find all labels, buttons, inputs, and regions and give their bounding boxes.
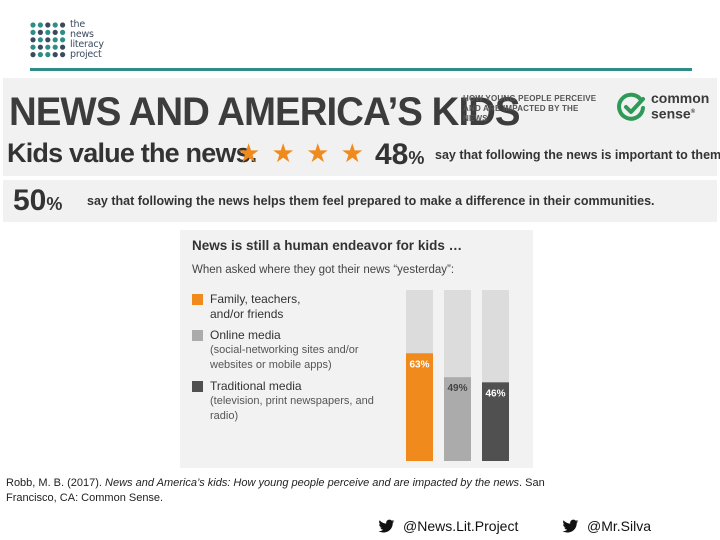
logo-dot [30,37,36,43]
logo-dot [30,44,36,50]
citation-text: . San Francisco, CA: Common Sense. [6,477,545,504]
stat-number: 50 [13,184,47,217]
banner-title: NEWS AND AMERICA’S KIDS [9,90,521,134]
legend-swatch [192,294,203,305]
logo-dot [45,52,51,58]
logo-dot [60,29,66,35]
logo-dot [37,37,43,43]
legend-label: Online media [210,328,281,342]
logo-dot [45,37,51,43]
registered-mark: ® [690,109,696,115]
logo-dot [52,22,58,28]
citation: Robb, M. B. (2017). News and America’s k… [6,476,566,506]
header-rule [30,68,692,71]
twitter-bird-icon [562,519,579,533]
handle-text: @News.Lit.Project [403,518,519,534]
logo-dot [37,52,43,58]
citation-title: News and America’s kids: How young peopl… [105,477,519,489]
bar-1 [444,377,471,461]
logo-dot [60,52,66,58]
bar-value-label: 63% [409,359,429,370]
footer: @News.Lit.Project @Mr.Silva [378,510,720,540]
legend-label: Traditional media [210,379,302,393]
bar-2 [482,382,509,461]
logo-dot [60,44,66,50]
common-sense-wordmark: common sense® [651,91,709,121]
bar-value-label: 46% [485,388,505,399]
legend-item-traditional: Traditional media (television, print new… [192,379,402,424]
logo-line: literacy [70,39,104,50]
logo-dot [30,22,36,28]
logo-dot [52,44,58,50]
logo-line: the [70,19,85,30]
kids-value-headline: Kids value the news. [7,138,257,168]
brand-line: sense [651,105,691,122]
twitter-handle-mrsilva[interactable]: @Mr.Silva [562,516,651,536]
twitter-handle-newslit[interactable]: @News.Lit.Project [378,516,518,536]
legend-description: (television, print newspapers, and radio… [210,395,374,422]
logo-dot [52,37,58,43]
stat-prepared-number: 50% [13,184,62,218]
logo-dot [37,44,43,50]
logo-dot [60,37,66,43]
brand-line: common [651,90,710,106]
legend-description: (social-networking sites and/or websites… [210,344,359,371]
chart-title: News is still a human endeavor for kids … [192,238,463,253]
legend-label: Family, teachers, and/or friends [210,292,301,321]
logo-dot [45,44,51,50]
stat-important-text: say that following the news is important… [435,148,720,162]
bar-chart: 63% 49% 46% [406,290,509,461]
chart-subtitle: When asked where they got their news “ye… [192,264,455,276]
news-source-chart: News is still a human endeavor for kids … [180,230,533,468]
stat-prepared-text: say that following the news helps them f… [87,194,655,208]
logo-dot [30,52,36,58]
logo-dot [45,22,51,28]
news-literacy-project-logo: the news literacy project [30,19,120,63]
stat-percent-sign: % [408,148,425,168]
stat-important-number: 48% [375,138,424,172]
logo-wordmark: the news literacy project [70,20,104,60]
logo-dot [45,29,51,35]
logo-line: news [70,29,94,40]
logo-dot [52,29,58,35]
stat-number: 48 [375,138,409,171]
legend-swatch [192,330,203,341]
stat-percent-sign: % [46,194,63,214]
banner-subtitle: HOW YOUNG PEOPLE PERCEIVE AND ARE IMPACT… [463,94,597,123]
handle-text: @Mr.Silva [587,518,651,534]
logo-dot [37,22,43,28]
dot-grid-icon [30,22,66,58]
logo-dot [37,29,43,35]
bar-value-label: 49% [447,383,467,394]
logo-line: project [70,49,102,60]
legend-item-family: Family, teachers, and/or friends [192,292,402,322]
legend-item-online: Online media (social-networking sites an… [192,328,402,373]
twitter-bird-icon [378,519,395,533]
chart-legend: Family, teachers, and/or friends Online … [192,292,402,430]
check-circle-icon [617,92,645,121]
logo-dot [52,52,58,58]
legend-swatch [192,381,203,392]
bar-0 [406,353,433,461]
infographic-banner: NEWS AND AMERICA’S KIDS HOW YOUNG PEOPLE… [3,78,720,222]
citation-text: Robb, M. B. (2017). [6,477,106,489]
banner-divider [3,176,717,180]
common-sense-logo: common sense® [617,90,715,126]
star-rating-icon: ★ ★ ★ ★ [237,138,366,168]
logo-dot [30,29,36,35]
logo-dot [60,22,66,28]
